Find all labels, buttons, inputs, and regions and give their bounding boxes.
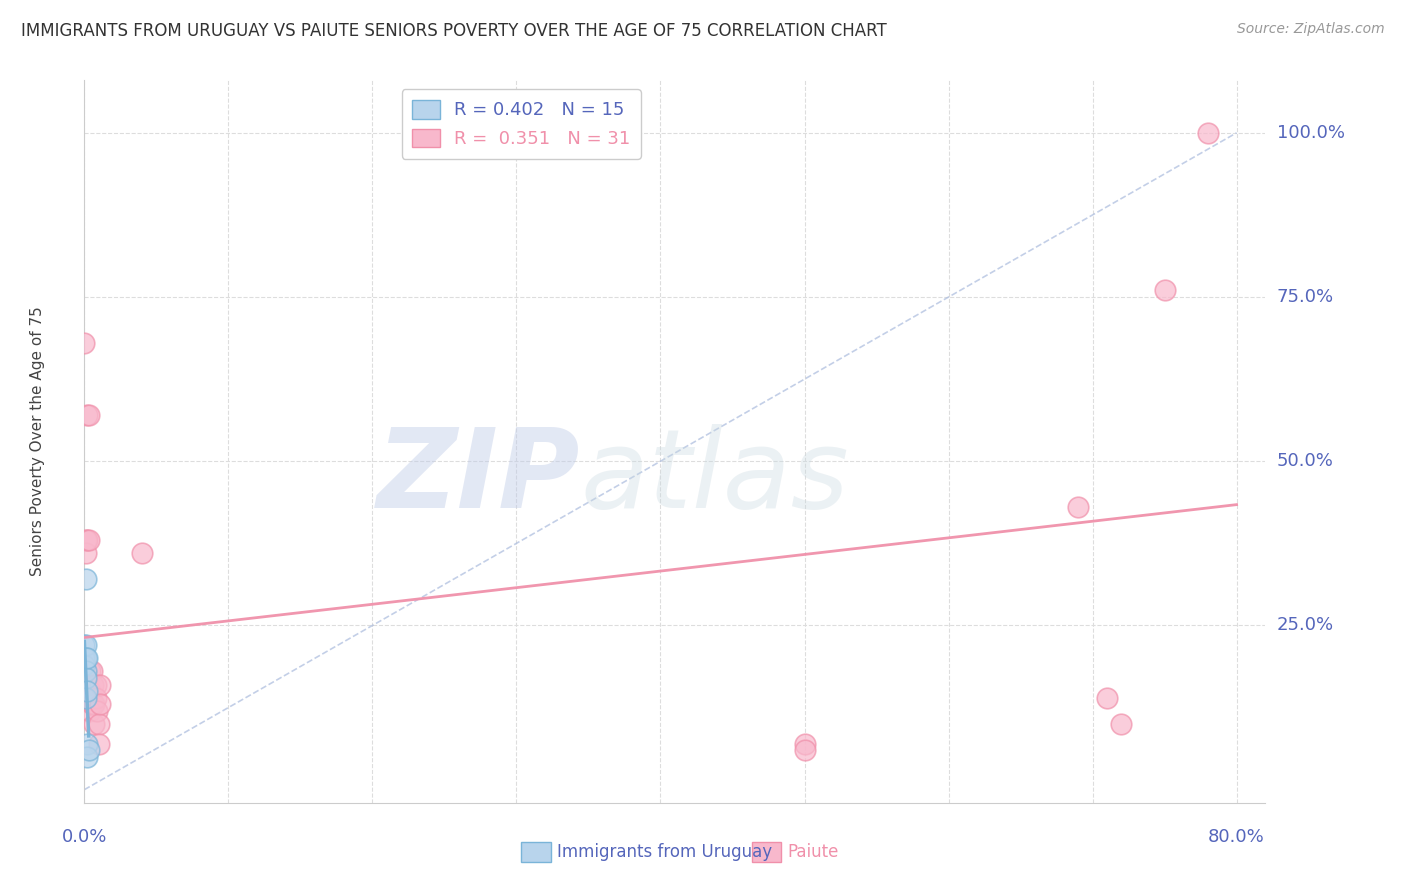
Text: 50.0%: 50.0% bbox=[1277, 452, 1333, 470]
Point bbox=[793, 743, 815, 757]
Point bbox=[73, 336, 96, 351]
Point bbox=[80, 698, 103, 712]
Point bbox=[73, 651, 96, 665]
Text: Immigrants from Uruguay: Immigrants from Uruguay bbox=[557, 843, 772, 861]
Point bbox=[76, 651, 98, 665]
Point bbox=[76, 533, 98, 547]
Point bbox=[77, 533, 100, 547]
Point bbox=[76, 737, 98, 751]
Point bbox=[80, 665, 103, 679]
Point bbox=[87, 717, 110, 731]
Point bbox=[84, 690, 107, 705]
Text: Paiute: Paiute bbox=[787, 843, 838, 861]
Bar bbox=[752, 842, 782, 862]
Point bbox=[79, 665, 101, 679]
Point bbox=[1111, 717, 1133, 731]
Point bbox=[79, 704, 101, 718]
Point bbox=[75, 671, 97, 685]
Point bbox=[75, 690, 97, 705]
Point bbox=[89, 677, 111, 691]
Text: ZIP: ZIP bbox=[377, 425, 581, 531]
Text: Source: ZipAtlas.com: Source: ZipAtlas.com bbox=[1237, 22, 1385, 37]
Point bbox=[86, 704, 108, 718]
Point bbox=[75, 665, 97, 679]
Legend: R = 0.402   N = 15, R =  0.351   N = 31: R = 0.402 N = 15, R = 0.351 N = 31 bbox=[402, 89, 641, 159]
Point bbox=[75, 533, 97, 547]
Point bbox=[76, 749, 98, 764]
Point bbox=[76, 409, 98, 423]
Point bbox=[73, 651, 96, 665]
Point bbox=[75, 546, 97, 560]
Point bbox=[89, 698, 111, 712]
Text: 0.0%: 0.0% bbox=[62, 828, 107, 846]
Point bbox=[76, 684, 98, 698]
Point bbox=[77, 409, 100, 423]
Text: 80.0%: 80.0% bbox=[1208, 828, 1265, 846]
Point bbox=[75, 651, 97, 665]
Point bbox=[131, 546, 153, 560]
Point bbox=[83, 698, 105, 712]
Text: atlas: atlas bbox=[581, 425, 849, 531]
Point bbox=[82, 677, 104, 691]
Point bbox=[1095, 690, 1118, 705]
Text: Seniors Poverty Over the Age of 75: Seniors Poverty Over the Age of 75 bbox=[30, 307, 45, 576]
Point bbox=[79, 684, 101, 698]
Point bbox=[87, 737, 110, 751]
Point bbox=[793, 737, 815, 751]
Point bbox=[73, 657, 96, 672]
Point bbox=[1067, 500, 1090, 515]
Point bbox=[1197, 126, 1219, 140]
Point bbox=[73, 638, 96, 652]
Point bbox=[1153, 284, 1175, 298]
Point bbox=[82, 698, 104, 712]
Text: 100.0%: 100.0% bbox=[1277, 124, 1344, 142]
Point bbox=[83, 717, 105, 731]
Point bbox=[75, 573, 97, 587]
Point bbox=[77, 743, 100, 757]
Bar bbox=[522, 842, 551, 862]
Point bbox=[84, 677, 107, 691]
Point bbox=[75, 638, 97, 652]
Text: 75.0%: 75.0% bbox=[1277, 288, 1334, 306]
Text: 25.0%: 25.0% bbox=[1277, 616, 1334, 634]
Text: IMMIGRANTS FROM URUGUAY VS PAIUTE SENIORS POVERTY OVER THE AGE OF 75 CORRELATION: IMMIGRANTS FROM URUGUAY VS PAIUTE SENIOR… bbox=[21, 22, 887, 40]
